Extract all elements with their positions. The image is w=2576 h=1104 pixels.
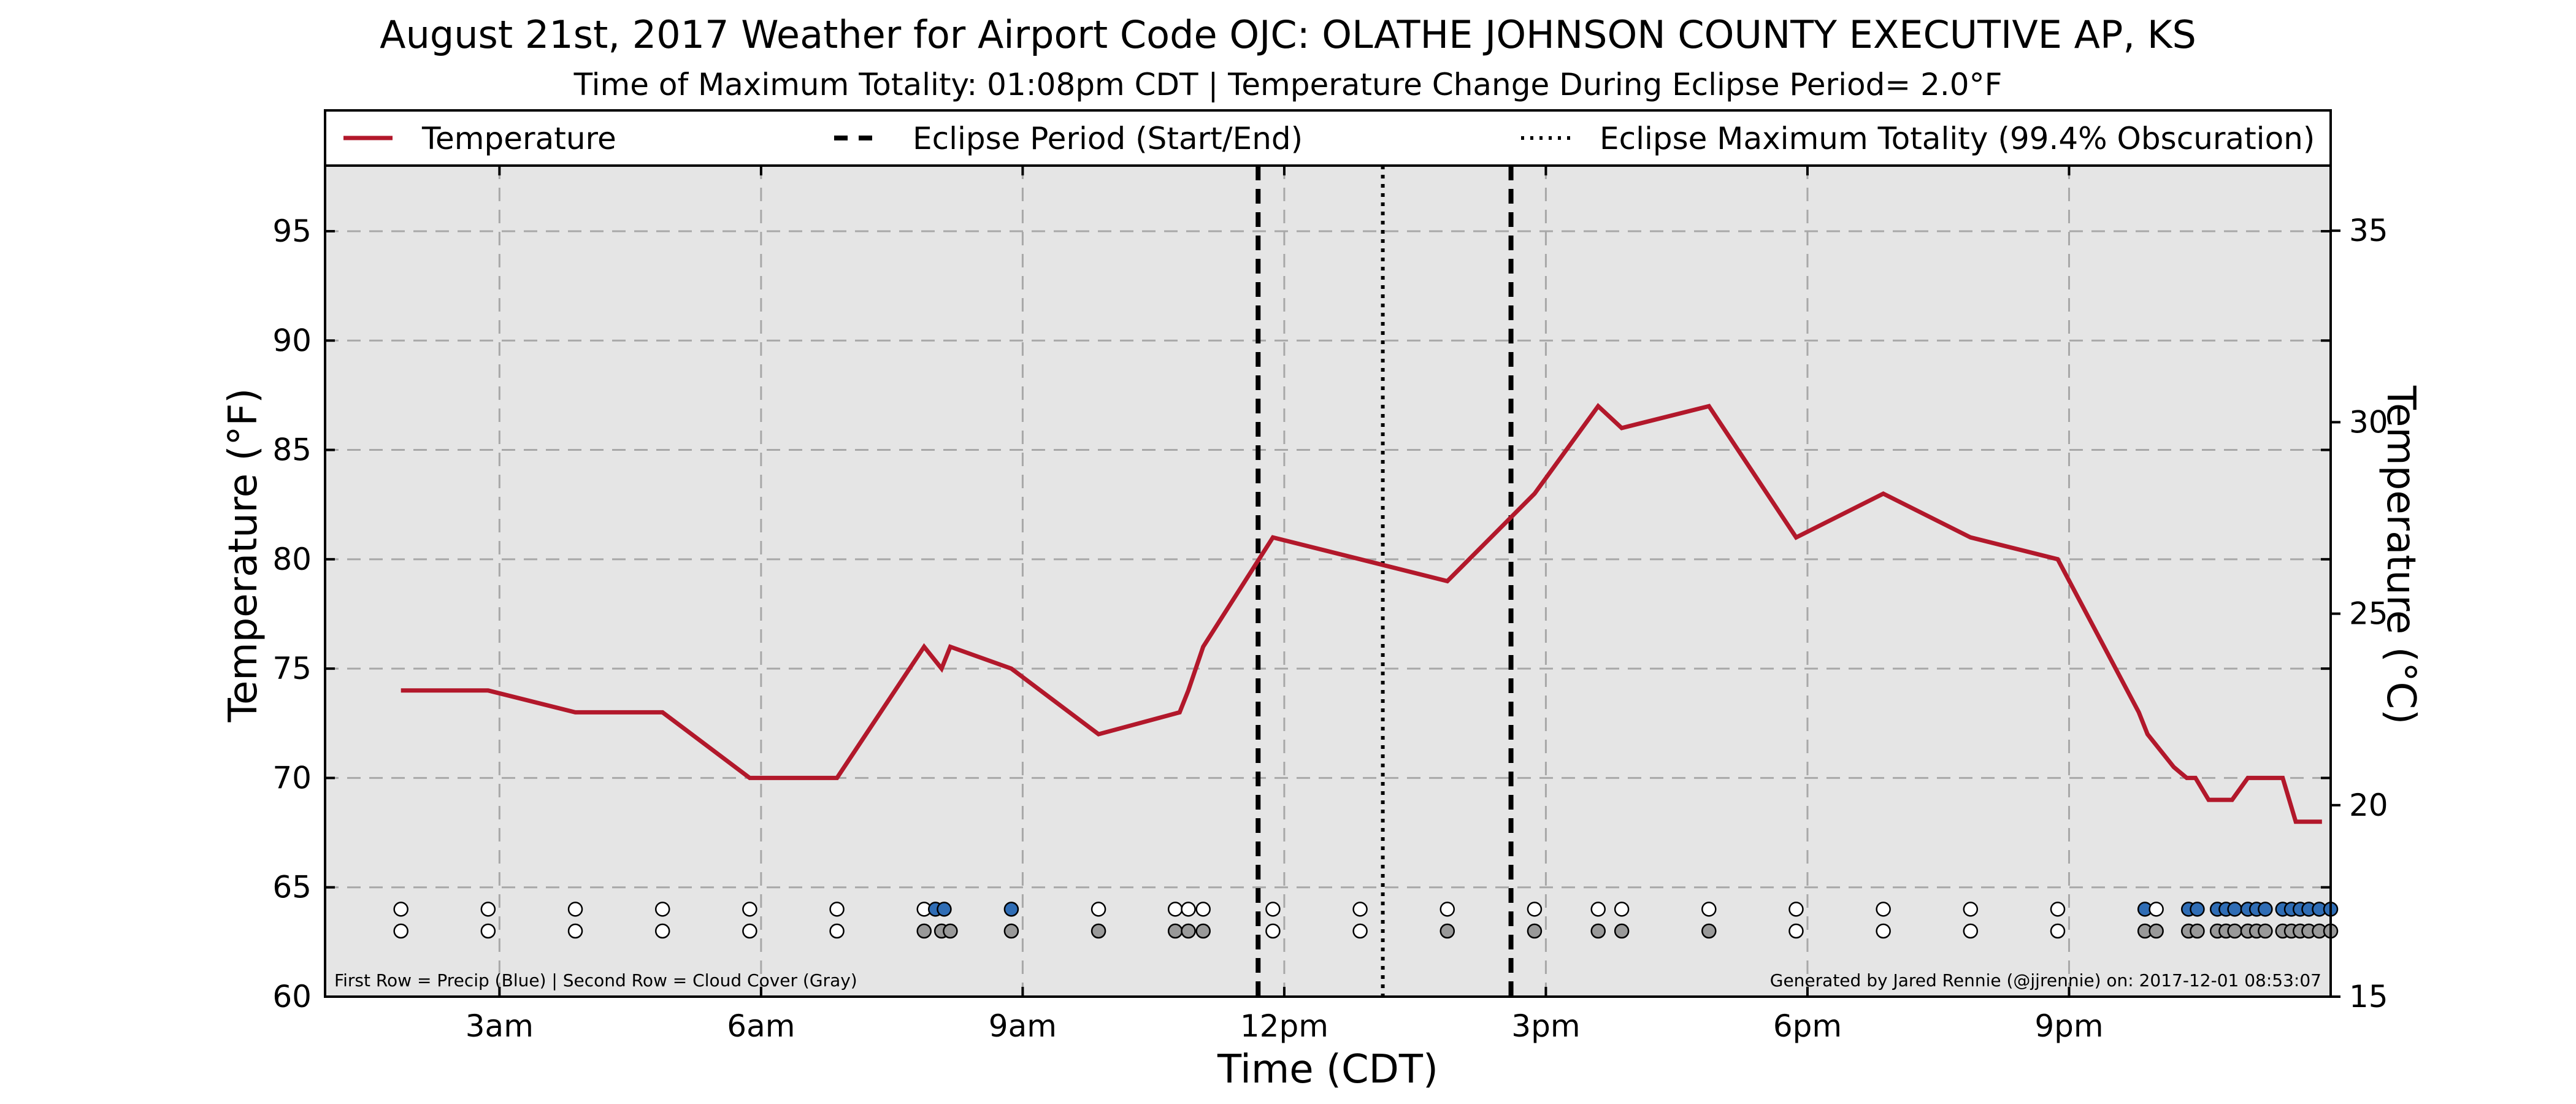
y-tick-label: 85 <box>272 432 312 468</box>
x-tick-label: 9pm <box>2034 1008 2103 1044</box>
annotation-right: Generated by Jared Rennie (@jjrennie) on… <box>1770 970 2321 991</box>
precip-marker <box>2227 902 2242 917</box>
x-axis-label: Time (CDT) <box>1217 1047 1438 1092</box>
precip-marker <box>2190 902 2205 917</box>
precip-marker <box>1590 902 1606 917</box>
cloud-marker <box>1876 923 1891 939</box>
cloud-marker <box>2050 923 2066 939</box>
cloud-marker <box>1091 923 1106 939</box>
legend: Temperature Eclipse Period (Start/End) Ecl… <box>343 121 2315 156</box>
precip-marker <box>2149 902 2164 917</box>
cloud-marker <box>480 923 496 939</box>
cloud-marker <box>393 923 408 939</box>
y-tick-label: 80 <box>272 542 312 577</box>
y-tick-label: 70 <box>272 760 312 795</box>
y-tick-label: 75 <box>272 651 312 686</box>
cloud-marker <box>1195 923 1211 939</box>
cloud-marker <box>1788 923 1804 939</box>
precip-marker <box>1876 902 1891 917</box>
x-tick-label: 6pm <box>1773 1008 1842 1044</box>
cloud-marker <box>2227 923 2242 939</box>
cloud-marker <box>1614 923 1630 939</box>
cloud-marker <box>2190 923 2205 939</box>
y-right-tick-label: 30 <box>2349 404 2388 440</box>
precip-marker <box>1181 902 1196 917</box>
y-right-tick-label: 15 <box>2349 979 2388 1014</box>
chart-title: August 21st, 2017 Weather for Airport Co… <box>380 12 2196 57</box>
eclipse-lines <box>1255 166 1514 997</box>
precip-marker <box>937 902 952 917</box>
precip-marker <box>1003 902 1019 917</box>
precip-marker <box>480 902 496 917</box>
x-tick-label: 6am <box>727 1008 795 1044</box>
precip-marker <box>1195 902 1211 917</box>
y-right-tick-label: 25 <box>2349 596 2388 632</box>
y-tick-label: 60 <box>272 979 312 1014</box>
cloud-marker <box>1439 923 1455 939</box>
y-right-tick-label: 35 <box>2349 213 2388 248</box>
cloud-marker <box>943 923 958 939</box>
precip-marker <box>2258 902 2273 917</box>
cloud-marker <box>567 923 583 939</box>
cloud-marker <box>1527 923 1543 939</box>
cloud-marker <box>1167 923 1183 939</box>
precip-marker <box>1963 902 1979 917</box>
axes: 60 65 70 75 80 85 90 95 3am 6am 9am 12pm 3pm 6pm 9pm 15… <box>272 166 2388 1044</box>
cloud-marker <box>1265 923 1281 939</box>
precip-marker <box>1527 902 1543 917</box>
cloud-marker <box>1181 923 1196 939</box>
chart-subtitle: Time of Maximum Totality: 01:08pm CDT | … <box>573 67 2003 102</box>
cloud-marker <box>1352 923 1368 939</box>
grid-lines <box>325 166 2331 997</box>
x-tick-label: 3am <box>466 1008 534 1044</box>
y-tick-label: 65 <box>272 870 312 905</box>
cloud-marker <box>1963 923 1979 939</box>
plot-area <box>325 166 2331 997</box>
annotation-left: First Row = Precip (Blue) | Second Row =… <box>334 970 857 991</box>
legend-label: Temperature <box>421 121 616 156</box>
legend-label: Eclipse Maximum Totality (99.4% Obscurat… <box>1600 121 2315 156</box>
cloud-marker <box>916 923 932 939</box>
legend-label: Eclipse Period (Start/End) <box>913 121 1303 156</box>
cloud-marker <box>1003 923 1019 939</box>
precip-marker <box>393 902 408 917</box>
y-tick-label: 95 <box>272 213 312 249</box>
cloud-marker <box>2149 923 2164 939</box>
cloud-marker <box>2258 923 2273 939</box>
precip-marker <box>742 902 757 917</box>
precip-marker <box>2050 902 2066 917</box>
y-tick-label: 90 <box>272 323 312 358</box>
cloud-marker <box>742 923 757 939</box>
cloud-marker <box>829 923 845 939</box>
precip-marker <box>1614 902 1630 917</box>
temperature-line-layer <box>401 402 2322 824</box>
precip-marker <box>654 902 670 917</box>
precip-marker <box>1265 902 1281 917</box>
precip-marker <box>1788 902 1804 917</box>
precip-marker <box>1352 902 1368 917</box>
precip-cloud-markers <box>393 902 2339 939</box>
precip-marker <box>1701 902 1717 917</box>
cloud-marker <box>654 923 670 939</box>
precip-marker <box>567 902 583 917</box>
cloud-marker <box>1701 923 1717 939</box>
temperature-line <box>401 402 2322 824</box>
precip-marker <box>1091 902 1106 917</box>
precip-marker <box>829 902 845 917</box>
precip-marker <box>1439 902 1455 917</box>
y-axis-label-right: Temperature (°C) <box>2378 385 2423 724</box>
y-axis-label: Temperature (°F) <box>221 388 266 723</box>
precip-marker <box>1167 902 1183 917</box>
x-tick-label: 3pm <box>1511 1008 1580 1044</box>
y-right-tick-label: 20 <box>2349 788 2388 823</box>
plot-frame <box>324 109 2332 998</box>
x-tick-label: 9am <box>989 1008 1057 1044</box>
cloud-marker <box>1590 923 1606 939</box>
x-tick-label: 12pm <box>1240 1008 1328 1044</box>
